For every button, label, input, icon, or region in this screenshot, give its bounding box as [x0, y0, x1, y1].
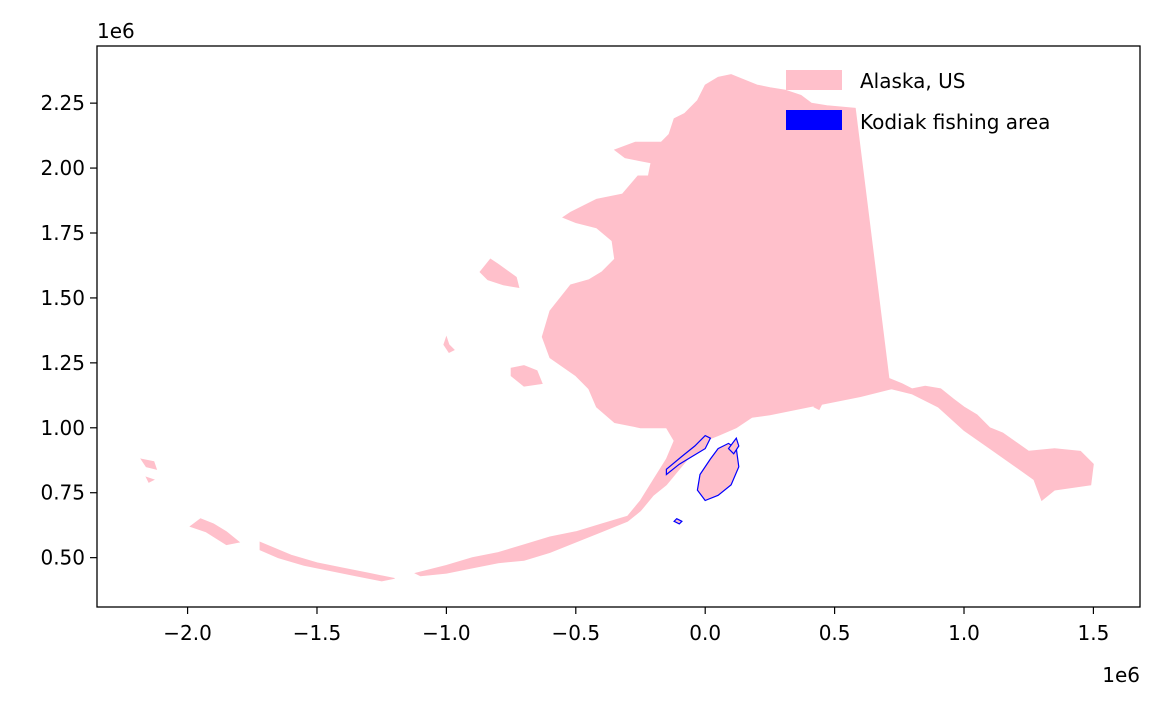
kodiak-polygon-1 — [665, 434, 712, 476]
x-tick-label: 0.0 — [689, 621, 721, 645]
x-tick-label: −1.5 — [293, 621, 342, 645]
alaska-polygon-7 — [259, 541, 395, 582]
x-axis: −2.0 −1.5 −1.0 −0.5 0.0 0.5 1.0 1.5 — [163, 607, 1109, 645]
x-tick-label: 0.5 — [819, 621, 851, 645]
kodiak-polygon-3 — [727, 436, 740, 455]
x-offset-label: 1e6 — [1102, 663, 1140, 687]
layer-alaska-us — [140, 74, 1094, 582]
y-tick-label: 2.25 — [40, 91, 85, 115]
alaska-polygon-3 — [443, 335, 455, 354]
alaska-polygon-1 — [479, 258, 520, 288]
y-tick-label: 1.50 — [40, 286, 85, 310]
layer-kodiak-fishing-area — [665, 434, 740, 525]
y-offset-label: 1e6 — [97, 19, 135, 43]
legend-swatch-kodiak — [786, 110, 842, 130]
y-tick-label: 0.50 — [40, 546, 85, 570]
alaska-polygon-4 — [140, 458, 158, 470]
y-tick-label: 1.00 — [40, 416, 85, 440]
x-tick-label: −2.0 — [163, 621, 212, 645]
x-tick-label: 1.5 — [1078, 621, 1110, 645]
y-tick-label: 2.00 — [40, 156, 85, 180]
alaska-polygon-5 — [145, 476, 155, 483]
y-tick-label: 0.75 — [40, 481, 85, 505]
x-tick-label: −0.5 — [552, 621, 601, 645]
y-tick-label: 1.25 — [40, 351, 85, 375]
legend-swatch-alaska — [786, 70, 842, 90]
y-axis: 0.50 0.75 1.00 1.25 1.50 1.75 2.00 2.25 — [40, 91, 97, 570]
legend: Alaska, US Kodiak fishing area — [786, 69, 1050, 134]
map-layers — [140, 74, 1094, 582]
alaska-polygon-6 — [189, 518, 241, 546]
kodiak-polygon-0 — [696, 442, 740, 502]
kodiak-polygon-2 — [673, 517, 683, 525]
legend-label-alaska: Alaska, US — [860, 69, 965, 93]
alaska-polygon-2 — [510, 365, 543, 387]
plot-frame — [96, 45, 1141, 608]
y-tick-label: 1.75 — [40, 221, 85, 245]
legend-label-kodiak: Kodiak fishing area — [860, 110, 1050, 134]
x-tick-label: −1.0 — [422, 621, 471, 645]
x-tick-label: 1.0 — [948, 621, 980, 645]
alaska-polygon-8 — [813, 401, 823, 411]
